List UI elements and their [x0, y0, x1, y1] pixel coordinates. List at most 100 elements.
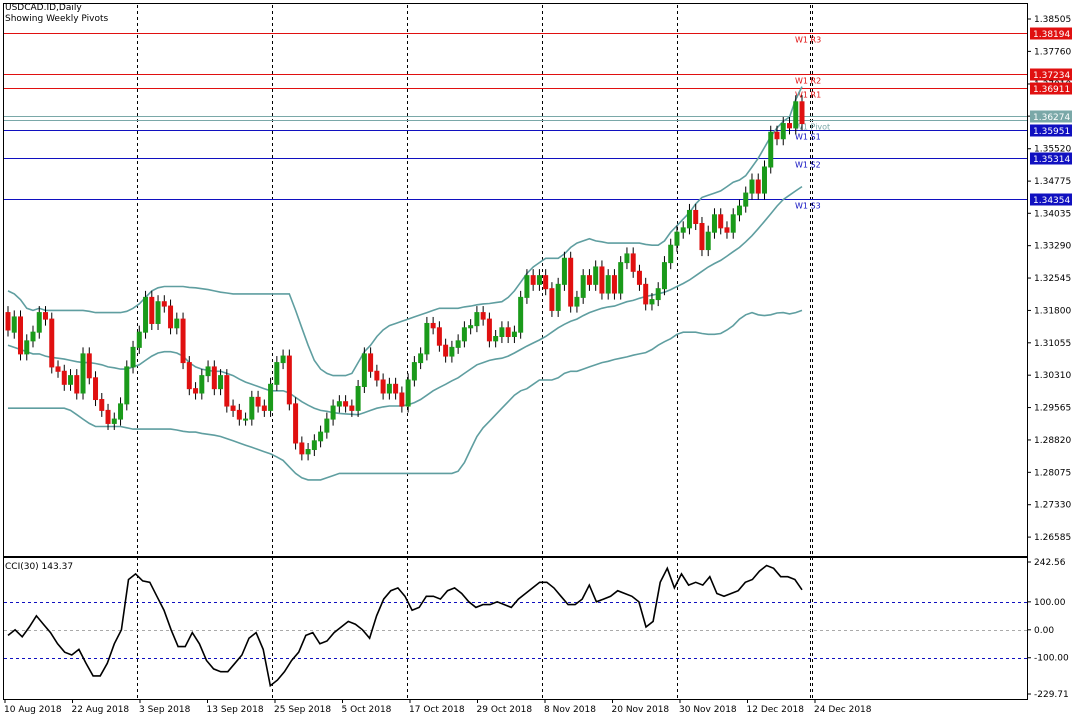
candle-bear [699, 222, 705, 251]
candle-bear [299, 442, 305, 455]
symbol-label: USDCAD.ID,Daily [5, 3, 82, 13]
time-tick-label: 29 Oct 2018 [477, 705, 533, 715]
candle-bull [130, 346, 136, 368]
candle-bull [561, 257, 567, 285]
candle-bear [480, 312, 486, 320]
candle-bull [424, 322, 430, 355]
candle-bear [74, 375, 80, 394]
price-tick-label: 1.28820 [1034, 436, 1071, 446]
main-chart-frame [3, 3, 1028, 557]
candle-bear [643, 283, 649, 305]
time-tick-label: 3 Sep 2018 [139, 705, 191, 715]
current-price-tag [1030, 110, 1072, 123]
candle-bear [718, 214, 724, 229]
candle-bull [418, 353, 424, 364]
candle-bull [449, 346, 455, 357]
candle-bull [493, 336, 499, 342]
pivot-price-tag [1030, 152, 1072, 165]
candle-bear [18, 316, 24, 355]
price-tick-label: 1.34035 [1034, 209, 1071, 219]
candle-bull [605, 275, 611, 294]
candle-bull [768, 131, 774, 168]
price-tick-label: 1.31800 [1034, 306, 1071, 316]
candle-bull [593, 266, 599, 285]
candle-bear [543, 275, 549, 290]
candle-bear [230, 405, 236, 411]
time-axis: 10 Aug 2018 22 Aug 2018 3 Sep 2018 13 Sep 2… [4, 699, 872, 715]
candle-bull [361, 353, 367, 387]
candle-bear [774, 131, 780, 140]
candle-bear [99, 399, 105, 411]
candle-bull [155, 301, 161, 324]
candle-bull [280, 355, 286, 364]
candle-bear [286, 355, 292, 405]
candle-bull [405, 379, 411, 407]
candle-bear [261, 405, 267, 411]
candle-bear [630, 253, 636, 272]
candle-bull [324, 418, 330, 433]
price-tick-label: 1.31055 [1034, 339, 1071, 349]
cci-tick-label: -100.00 [1034, 654, 1069, 664]
candle-bull [455, 340, 461, 348]
candle-bull [793, 101, 799, 129]
candle-bull [111, 418, 117, 424]
pivot-price-tag [1030, 27, 1072, 40]
pivot-price-label: 1.35951 [1033, 127, 1070, 137]
candle-bull [355, 385, 361, 411]
candle-bear [105, 409, 111, 424]
indicator-frame [3, 557, 1028, 700]
candle-bull [80, 353, 86, 394]
candle-bull [311, 440, 317, 451]
candle-bear [549, 288, 555, 311]
candle-bull [743, 192, 749, 207]
candle-bull [330, 405, 336, 420]
candle-bear [255, 396, 261, 407]
candle-bull [305, 449, 311, 455]
candle-bull [668, 244, 674, 264]
pivot-price-tag [1030, 193, 1072, 206]
time-tick-label: 10 Aug 2018 [4, 705, 62, 715]
candle-bear [399, 392, 405, 407]
candle-bear [693, 209, 699, 224]
candle-bear [93, 377, 99, 401]
candle-bull [218, 375, 224, 390]
candle-bull [11, 316, 17, 333]
cci-tick-label: -229.71 [1034, 690, 1069, 700]
candle-bear [186, 362, 192, 390]
pivot-subtitle: Showing Weekly Pivots [5, 14, 109, 24]
candle-bear [486, 318, 492, 342]
candle-bear [86, 353, 92, 379]
bollinger-bands [7, 86, 803, 481]
candle-bear [374, 370, 380, 381]
candle-bear [430, 322, 436, 329]
candle-bear [5, 312, 11, 331]
candle-bull [661, 262, 667, 290]
time-tick-label: 25 Sep 2018 [274, 705, 331, 715]
candle-bull [518, 296, 524, 333]
candle-bear [436, 327, 442, 346]
candle-bear [799, 101, 805, 125]
cci-tick-label: 0.00 [1034, 626, 1054, 636]
candle-bull [386, 383, 392, 394]
candle-bear [636, 270, 642, 285]
candle-bear [168, 305, 174, 329]
candle-bull [780, 123, 786, 140]
candle-bull [243, 418, 249, 421]
candle-bull [468, 325, 474, 329]
candle-bear [180, 318, 186, 364]
time-tick-label: 30 Nov 2018 [679, 705, 737, 715]
candle-bear [55, 366, 61, 372]
candle-bull [618, 262, 624, 294]
candle-bull [555, 283, 561, 311]
candle-bear [505, 327, 511, 338]
candle-bear [61, 370, 67, 385]
pivot-name: W1 R3 [795, 36, 821, 45]
candle-bear [43, 312, 49, 320]
candle-bull [205, 366, 211, 377]
price-tick-label: 1.38505 [1034, 15, 1071, 25]
candle-bear [611, 275, 617, 294]
candle-bear [224, 375, 230, 407]
candle-bull [36, 312, 42, 333]
candle-bull [30, 331, 36, 342]
